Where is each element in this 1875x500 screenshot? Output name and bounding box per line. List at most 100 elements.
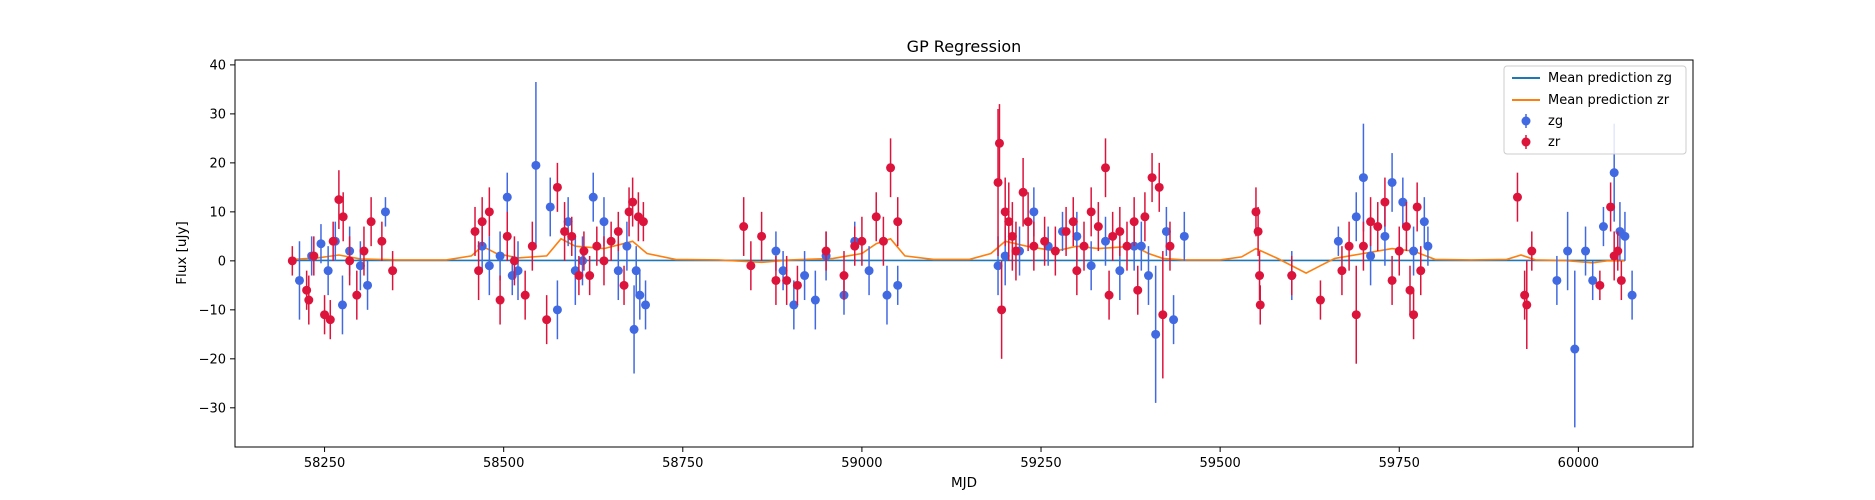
zg-data-point [1380, 231, 1390, 241]
zg-data-point [1598, 222, 1608, 232]
zr-data-point [1158, 310, 1168, 320]
zg-data-point [545, 202, 555, 212]
zr-data-point [1029, 241, 1039, 251]
legend-label-zr: zr [1548, 135, 1561, 150]
zr-data-point [606, 236, 616, 246]
zg-data-point [1101, 236, 1111, 246]
zr-data-point [1165, 241, 1175, 251]
zr-data-point [1154, 182, 1164, 192]
zg-data-point [363, 280, 373, 290]
zr-data-point [771, 275, 781, 285]
zr-data-point [1140, 212, 1150, 222]
x-tick-label: 59000 [841, 456, 882, 471]
zr-data-point [328, 236, 338, 246]
legend-point-mark [1521, 137, 1531, 147]
x-tick-label: 58250 [304, 456, 345, 471]
zr-data-point [1315, 295, 1325, 305]
zg-data-point [1581, 246, 1591, 256]
zr-data-point [325, 315, 335, 325]
zr-data-point [628, 197, 638, 207]
zg-data-point [484, 261, 494, 271]
x-tick-label: 60000 [1558, 456, 1599, 471]
zr-data-point [857, 236, 867, 246]
zr-data-point [1416, 266, 1426, 276]
zg-data-point [1570, 344, 1580, 354]
zr-data-point [585, 271, 595, 281]
zr-data-point [1004, 217, 1014, 227]
x-tick-label: 59250 [1020, 456, 1061, 471]
legend-label-mean-zg: Mean prediction zg [1548, 71, 1672, 86]
zr-data-point [1040, 236, 1050, 246]
zr-data-point [638, 217, 648, 227]
zg-data-point [1563, 246, 1573, 256]
zr-data-point [1616, 275, 1626, 285]
zr-data-point [366, 217, 376, 227]
zr-data-point [1344, 241, 1354, 251]
legend-point-mark [1521, 116, 1531, 126]
zr-data-point [850, 241, 860, 251]
zr-data-point [1068, 217, 1078, 227]
zg-data-point [1588, 275, 1598, 285]
zr-data-point [1512, 192, 1522, 202]
zg-data-point [629, 324, 639, 334]
zg-data-point [1366, 251, 1376, 261]
zr-data-point [624, 207, 634, 217]
zr-data-point [1522, 300, 1532, 310]
zr-data-point [1366, 217, 1376, 227]
zr-data-point [886, 163, 896, 173]
zg-data-point [882, 290, 892, 300]
zr-data-point [871, 212, 881, 222]
zr-data-point [619, 280, 629, 290]
zr-data-point [893, 217, 903, 227]
zg-data-point [1143, 271, 1153, 281]
zr-data-point [878, 236, 888, 246]
zg-data-point [294, 275, 304, 285]
zr-data-point [1405, 285, 1415, 295]
zr-data-point [1401, 222, 1411, 232]
zr-data-point [997, 305, 1007, 315]
zr-data-point [1086, 207, 1096, 217]
zr-data-point [352, 290, 362, 300]
zg-data-point [1609, 168, 1619, 178]
zr-data-point [1147, 173, 1157, 183]
zg-data-point [1398, 197, 1408, 207]
zg-data-point [789, 300, 799, 310]
zg-data-point [1351, 212, 1361, 222]
zg-data-point [531, 160, 541, 170]
zr-data-point [484, 207, 494, 217]
zr-data-point [1380, 197, 1390, 207]
zg-data-point [641, 300, 651, 310]
zr-data-point [1255, 300, 1265, 310]
zr-data-point [1373, 222, 1383, 232]
y-tick-label: −30 [199, 401, 226, 416]
y-tick-label: −10 [199, 303, 226, 318]
zg-data-point [778, 266, 788, 276]
zg-data-point [599, 217, 609, 227]
y-tick-label: 10 [209, 205, 226, 220]
zr-data-point [1133, 285, 1143, 295]
zr-data-point [345, 256, 355, 266]
zr-data-point [560, 226, 570, 236]
zg-data-point [864, 266, 874, 276]
zg-data-point [622, 241, 632, 251]
zr-data-point [792, 280, 802, 290]
zg-data-point [588, 192, 598, 202]
zr-data-point [338, 212, 348, 222]
y-tick-label: 20 [209, 156, 226, 171]
zr-data-point [1072, 266, 1082, 276]
zg-data-point [495, 251, 505, 261]
zr-data-point [477, 217, 487, 227]
zr-data-point [495, 295, 505, 305]
zg-data-point [800, 271, 810, 281]
legend-box [1503, 65, 1687, 155]
zr-data-point [599, 256, 609, 266]
zg-data-point [1161, 226, 1171, 236]
zg-data-point [563, 217, 573, 227]
zg-data-point [771, 246, 781, 256]
zg-data-point [1179, 231, 1189, 241]
zr-data-point [1018, 187, 1028, 197]
zr-data-point [1394, 246, 1404, 256]
zg-data-point [1000, 251, 1010, 261]
zr-data-point [1104, 290, 1114, 300]
zr-data-point [1251, 207, 1261, 217]
